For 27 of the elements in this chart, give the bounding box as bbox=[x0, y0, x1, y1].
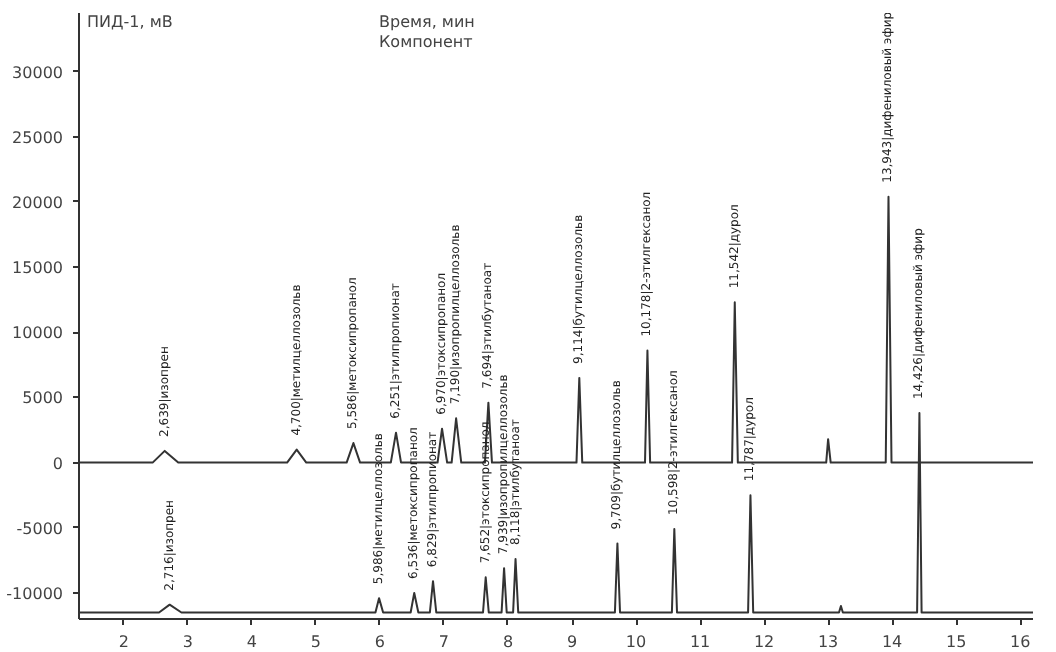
x-tick-label: 7 bbox=[438, 633, 450, 651]
y-axis-title: ПИД-1, мВ bbox=[87, 13, 173, 31]
y-tick-label: 20000 bbox=[12, 193, 64, 212]
x-tick-label: 14 bbox=[881, 633, 903, 651]
y-tick-label: 30000 bbox=[12, 63, 64, 82]
y-tick-label: 15000 bbox=[12, 259, 64, 278]
x-tick-label: 9 bbox=[566, 633, 578, 651]
y-tick-label: 10000 bbox=[12, 324, 64, 343]
y-tick-label: 25000 bbox=[12, 128, 64, 147]
x-tick-label: 4 bbox=[246, 633, 257, 651]
x-tick-label: 3 bbox=[182, 633, 193, 651]
y-tick-label: 5000 bbox=[22, 389, 63, 408]
x-tick-label: 6 bbox=[374, 633, 386, 651]
x-tick-label: 13 bbox=[817, 633, 839, 651]
annotation: Компонент bbox=[379, 33, 474, 51]
x-tick-label: 10 bbox=[625, 633, 647, 651]
x-tick-label: 15 bbox=[945, 633, 967, 651]
x-tick-label: 16 bbox=[1010, 633, 1031, 651]
x-tick-label: 12 bbox=[753, 633, 775, 651]
x-tick-label: 8 bbox=[502, 633, 514, 651]
x-tick-label: 2 bbox=[118, 633, 129, 651]
x-tick-label: 11 bbox=[689, 633, 711, 651]
x-tick-label: 5 bbox=[310, 633, 321, 651]
x-axis-title: Время, мин bbox=[379, 13, 475, 31]
y-tick-label: -10000 bbox=[6, 584, 64, 603]
y-tick-label: 0 bbox=[52, 454, 64, 473]
y-tick-label: -5000 bbox=[16, 519, 64, 538]
